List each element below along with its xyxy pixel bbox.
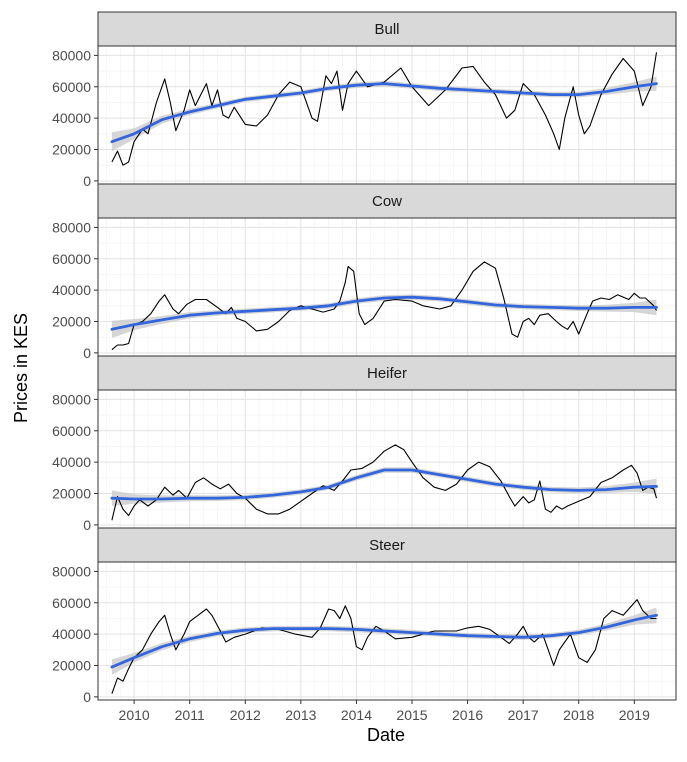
panel-bull: Bull 0 20000 40000 60000 80000: [52, 11, 677, 189]
x-axis-title: Date: [367, 725, 405, 745]
x-tick-label: 2019: [619, 707, 650, 723]
smooth-trend-line-steer: [110, 613, 658, 669]
y-tick-label-steer: 0: [83, 689, 91, 705]
panel-cow: Cow 0 20000 40000 60000 80000: [52, 183, 677, 361]
strip-label-steer: Steer: [369, 537, 405, 554]
raw-price-line-cow: [111, 261, 657, 351]
x-tick-label: 2011: [175, 707, 205, 723]
panel-bg-bull: [98, 46, 676, 184]
strip-steer: [97, 527, 677, 563]
y-tick-label-heifer: 80000: [52, 391, 91, 407]
strip-label-heifer: Heifer: [367, 365, 407, 382]
panel-border-steer: [97, 561, 677, 701]
y-tick-label-steer: 40000: [52, 626, 91, 642]
x-tick-label: 2016: [452, 707, 483, 723]
x-tick-label: 2017: [508, 707, 539, 723]
x-tick-label: 2010: [119, 707, 150, 723]
y-tick-label-cow: 0: [83, 345, 91, 361]
y-tick-label-bull: 0: [83, 173, 91, 189]
x-axis: 2010 2011 2012 2013 2014 2015 2016 2017 2018 2019: [119, 700, 650, 723]
y-tick-label-cow: 20000: [52, 314, 91, 330]
y-tick-label-cow: 40000: [52, 282, 91, 298]
y-tick-label-heifer: 20000: [52, 486, 91, 502]
x-tick-label: 2018: [563, 707, 594, 723]
y-axis-title: Prices in KES: [11, 313, 31, 423]
y-tick-label-bull: 80000: [52, 47, 91, 63]
smooth-trend-line-heifer: [110, 468, 658, 501]
y-tick-label-heifer: 60000: [52, 423, 91, 439]
y-tick-label-cow: 60000: [52, 251, 91, 267]
panel-bg-cow: [98, 218, 676, 356]
x-tick-label: 2012: [230, 707, 261, 723]
smooth-trend-line-bull: [110, 82, 658, 144]
strip-label-cow: Cow: [372, 193, 402, 210]
raw-price-line-heifer: [111, 444, 658, 521]
strip-label-bull: Bull: [374, 21, 399, 38]
y-tick-label-steer: 60000: [52, 595, 91, 611]
confidence-band-bull: [111, 76, 657, 152]
x-tick-label: 2015: [396, 707, 427, 723]
strip-heifer: [97, 355, 677, 391]
panel-heifer: Heifer 0 20000 40000 60000 80000: [52, 355, 677, 533]
y-tick-label-steer: 80000: [52, 563, 91, 579]
x-tick-label: 2013: [285, 707, 316, 723]
y-tick-label-heifer: 0: [83, 517, 91, 533]
raw-price-line-bull: [111, 52, 658, 166]
smooth-trend-line-cow: [110, 295, 658, 331]
y-tick-label-bull: 40000: [52, 110, 91, 126]
panels-layer: Bull 0 20000 40000 60000 80000 Cow 0 20000 40000 6…: [52, 11, 677, 705]
x-tick-label: 2014: [341, 707, 372, 723]
strip-bull: [97, 11, 677, 47]
y-tick-label-cow: 80000: [52, 219, 91, 235]
y-tick-label-bull: 20000: [52, 142, 91, 158]
panel-steer: Steer 0 20000 40000 60000 80000: [52, 527, 677, 705]
y-tick-label-bull: 60000: [52, 79, 91, 95]
y-tick-label-heifer: 40000: [52, 454, 91, 470]
panel-bg-heifer: [98, 390, 676, 528]
y-tick-label-steer: 20000: [52, 658, 91, 674]
